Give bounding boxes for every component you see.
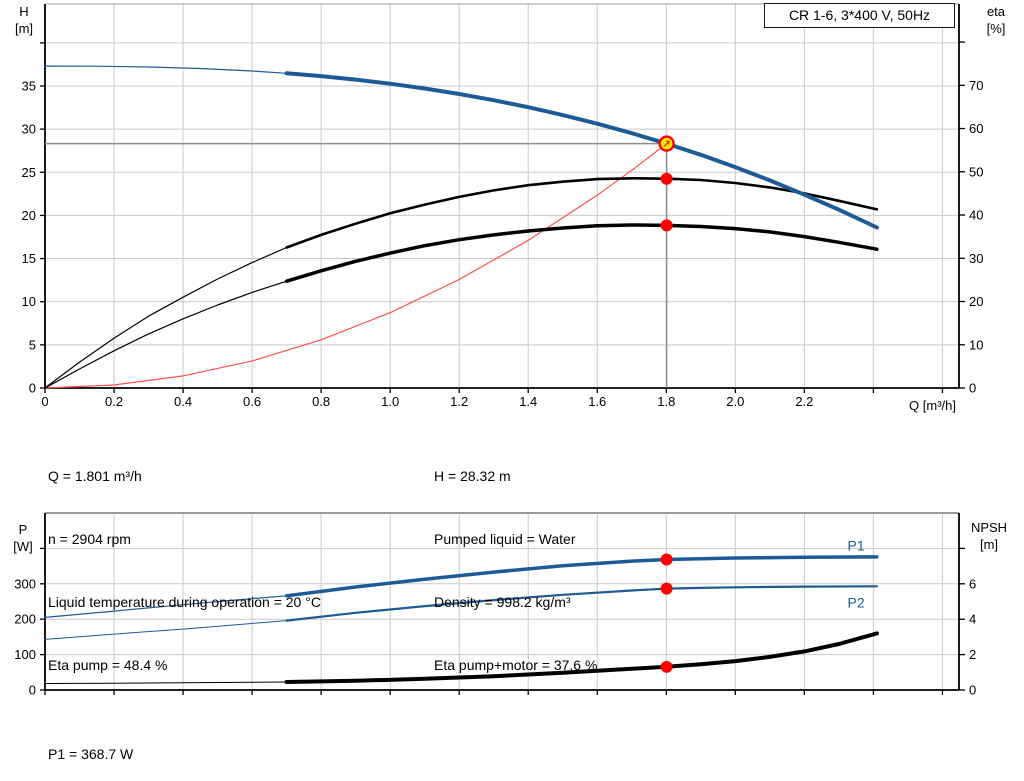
y-left-tick-label: 35 xyxy=(22,78,36,93)
npsh-point xyxy=(660,660,673,673)
y-right-tick-label: 6 xyxy=(969,576,976,591)
y-left-tick-label: 15 xyxy=(22,251,36,266)
p2-curve-label: P2 xyxy=(848,595,865,611)
y-left-tick-label: 300 xyxy=(14,576,36,591)
eta-pump-motor-point xyxy=(660,219,673,232)
p2-curve-thick xyxy=(285,585,879,622)
y-right-tick-label: 10 xyxy=(969,337,983,352)
x-tick-label: 1.2 xyxy=(450,394,468,409)
eta-pump-point xyxy=(660,172,673,185)
info-line-eta-pump-motor: Eta pump+motor = 37.6 % xyxy=(434,657,598,673)
y-right-tick-label: 4 xyxy=(969,612,976,627)
eta-pump-curve-thick xyxy=(285,177,879,249)
curve-title-box: CR 1-6, 3*400 V, 50Hz xyxy=(764,3,955,28)
eta-axis-label: eta [%] xyxy=(974,3,1018,37)
x-tick-label: 1.6 xyxy=(588,394,606,409)
duty-info-left: Q = 1.801 m³/h n = 2904 rpm Liquid tempe… xyxy=(48,424,321,697)
p1-point xyxy=(660,553,673,566)
info-line-head: H = 28.32 m xyxy=(434,468,511,484)
npsh-axis-name: NPSH xyxy=(970,520,1008,535)
y-right-tick-label: 0 xyxy=(969,381,976,396)
info-line-liquid: Pumped liquid = Water xyxy=(434,531,576,547)
head-curve-thin xyxy=(44,65,288,74)
y-right-tick-label: 2 xyxy=(969,647,976,662)
info-line-p1: P1 = 368.7 W xyxy=(48,746,134,762)
npsh-axis-unit: [m] xyxy=(979,537,999,552)
h-axis-name: H xyxy=(19,4,29,19)
y-left-tick-label: 10 xyxy=(22,294,36,309)
info-line-temperature: Liquid temperature during operation = 20… xyxy=(48,594,321,610)
p1-curve-thin xyxy=(44,595,288,619)
y-left-tick-label: 200 xyxy=(14,612,36,627)
duty-info-right: H = 28.32 m Pumped liquid = Water Densit… xyxy=(434,424,597,697)
eta-axis-unit: [%] xyxy=(986,21,1006,36)
x-tick-label: 2.2 xyxy=(795,394,813,409)
y-right-tick-label: 20 xyxy=(969,294,983,309)
p-axis-label: P [W] xyxy=(4,521,42,555)
p1-curve-thick xyxy=(284,555,879,598)
y-left-tick-label: 30 xyxy=(22,122,36,137)
h-axis-unit: [m] xyxy=(14,21,34,36)
p-axis-unit: [W] xyxy=(13,539,33,554)
y-left-tick-label: 25 xyxy=(22,165,36,180)
y-right-tick-label: 0 xyxy=(969,683,976,698)
x-tick-label: 0 xyxy=(41,394,48,409)
eta-pump-motor-curve-thin xyxy=(44,280,288,389)
p-axis-name: P xyxy=(18,522,28,537)
power-info: P1 = 368.7 W P2 = 286.3 W NPSH = 1.31 m xyxy=(48,702,146,781)
eta-pump-motor-curve-thick xyxy=(284,223,879,283)
x-tick-label: 1.0 xyxy=(381,394,399,409)
y-right-tick-label: 40 xyxy=(969,208,983,223)
y-right-tick-label: 50 xyxy=(969,164,983,179)
info-line-speed: n = 2904 rpm xyxy=(48,531,131,547)
x-tick-label: 0.8 xyxy=(312,394,330,409)
y-right-tick-label: 70 xyxy=(969,78,983,93)
p2-point xyxy=(660,582,673,595)
hq-eta-chart: 0 0.2 0.4 0.6 0.8 1.0 1.2 1.4 1.6 1.8 2.0 2.2 0 5 10 15… xyxy=(22,3,983,409)
head-curve-thick xyxy=(284,71,879,230)
x-tick-label: 2.0 xyxy=(726,394,744,409)
y-left-tick-label: 5 xyxy=(29,337,36,352)
y-left-tick-label: 100 xyxy=(14,647,36,662)
x-tick-label: 0.6 xyxy=(243,394,261,409)
system-curve xyxy=(44,143,668,389)
y-left-tick-label: 20 xyxy=(22,208,36,223)
x-tick-label: 1.4 xyxy=(519,394,537,409)
info-line-eta-pump: Eta pump = 48.4 % xyxy=(48,657,168,673)
info-line-density: Density = 998.2 kg/m³ xyxy=(434,594,571,610)
duty-point-arrow-icon xyxy=(663,140,670,147)
x-tick-label: 1.8 xyxy=(657,394,675,409)
y-left-tick-label: 0 xyxy=(29,683,36,698)
y-right-tick-label: 30 xyxy=(969,251,983,266)
p2-curve-thin xyxy=(44,620,288,640)
eta-pump-curve-thin xyxy=(44,246,288,389)
eta-axis-name: eta xyxy=(986,4,1006,19)
h-axis-label: H [m] xyxy=(6,3,42,37)
npsh-curve-thin xyxy=(44,681,288,684)
npsh-axis-label: NPSH [m] xyxy=(958,519,1020,553)
p1-curve-label: P1 xyxy=(848,538,865,554)
q-axis-label: Q [m³/h] xyxy=(909,398,956,413)
info-line-q: Q = 1.801 m³/h xyxy=(48,468,142,484)
power-npsh-chart: 0 100 200 300 0 2 4 6 P1 P2 xyxy=(14,512,976,698)
x-tick-label: 0.2 xyxy=(105,394,123,409)
y-right-tick-label: 60 xyxy=(969,121,983,136)
x-tick-label: 0.4 xyxy=(174,394,192,409)
y-left-tick-label: 0 xyxy=(29,381,36,396)
